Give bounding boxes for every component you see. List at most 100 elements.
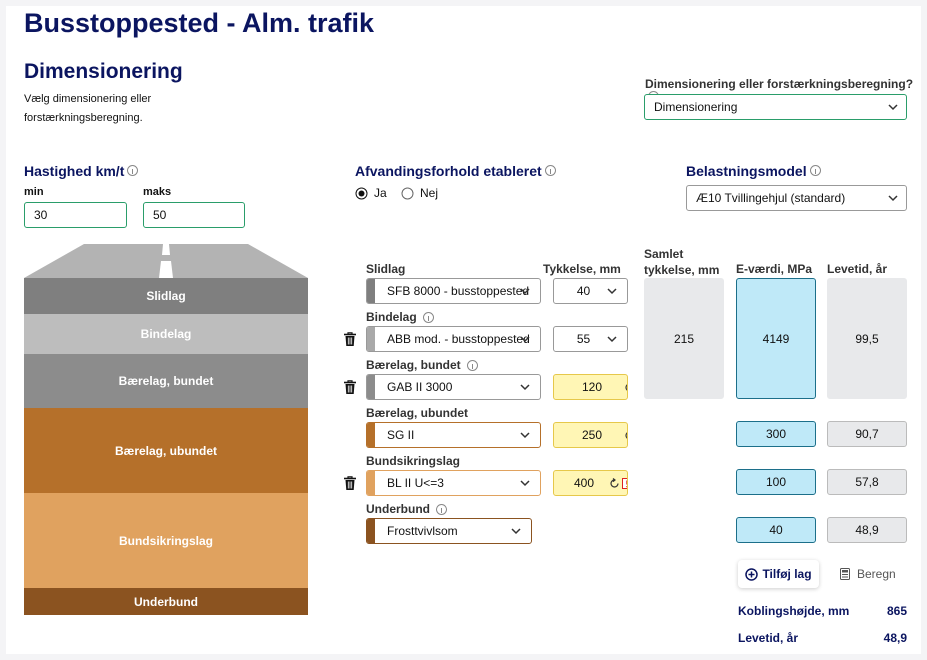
lifetime: 57,8 — [827, 469, 907, 495]
diagram-layer: Bundsikringslag — [24, 493, 308, 588]
warning-icon — [622, 478, 627, 489]
layer-label: Bærelag, ubundet — [366, 406, 468, 420]
thickness-input[interactable]: 55 — [553, 326, 628, 352]
radio-ja[interactable]: Ja — [355, 186, 387, 200]
layer-color — [367, 279, 375, 303]
chevron — [888, 104, 898, 111]
result-value: 48,9 — [883, 631, 907, 645]
chevron — [607, 288, 617, 295]
select-value: GAB II 3000 — [387, 380, 453, 394]
info-icon — [466, 359, 478, 371]
lifetime: 90,7 — [827, 421, 907, 447]
material-select[interactable]: GAB II 3000 — [366, 374, 541, 400]
label-text: Bærelag, bundet — [366, 358, 461, 372]
label-text: Bundsikringslag — [366, 454, 461, 468]
calculator-icon — [840, 568, 850, 580]
chevron — [520, 288, 530, 295]
e-value: 100 — [736, 469, 816, 495]
material-select[interactable]: ABB mod. - busstoppested — [366, 326, 541, 352]
reset-icon — [610, 478, 619, 488]
label-text: Dimensionering eller forstærkningsberegn… — [645, 77, 914, 91]
layer-color — [367, 519, 375, 543]
radio-nej[interactable]: Nej — [401, 186, 438, 200]
info-icon — [544, 165, 556, 176]
button-text: Tilføj lag — [762, 567, 812, 581]
layer-color — [367, 423, 375, 447]
material-select[interactable]: BL II U<=3 — [366, 470, 541, 496]
material-select[interactable]: SG II — [366, 422, 541, 448]
select-value: Frosttvivlsom — [387, 524, 458, 538]
select-value: SFB 8000 - busstoppested — [387, 284, 530, 298]
material-select[interactable]: SFB 8000 - busstoppested — [366, 278, 541, 304]
e-value: 300 — [736, 421, 816, 447]
plus-icon — [745, 567, 759, 581]
thickness-value: 55 — [576, 332, 591, 346]
radio-unchecked — [401, 187, 414, 199]
page-title: Busstoppested - Alm. trafik — [24, 8, 375, 38]
road-surface — [24, 244, 308, 278]
button-text: Beregn — [857, 567, 896, 581]
radio-label: Ja — [374, 186, 387, 200]
info-icon — [809, 165, 821, 176]
delete-icon[interactable] — [344, 332, 356, 346]
diagram-layer: Slidlag — [24, 278, 308, 314]
calculate-button[interactable]: Beregn — [840, 560, 896, 588]
material-select[interactable]: Frosttvivlsom — [366, 518, 532, 544]
load-label: Belastningsmodel — [686, 163, 821, 179]
delete-icon[interactable] — [344, 476, 356, 490]
diagram-layer: Underbund — [24, 588, 308, 615]
max-label: maks — [143, 186, 172, 198]
thickness-input[interactable]: 120 — [553, 374, 628, 400]
label-text: Belastningsmodel — [686, 163, 807, 179]
chevron — [888, 195, 898, 202]
thickness-input[interactable]: 40 — [553, 278, 628, 304]
info-icon — [127, 165, 139, 176]
select-value: Æ10 Tvillingehjul (standard) — [696, 191, 846, 205]
result-label: Levetid, år — [738, 631, 799, 645]
thickness-value: 120 — [582, 380, 603, 394]
speed-label: Hastighed km/t — [24, 163, 139, 179]
select-value: BL II U<=3 — [387, 476, 444, 490]
thickness-value: 250 — [582, 428, 603, 442]
label-text: Afvandingsforhold etableret — [355, 163, 542, 179]
e-value-header: E-værdi, MPa — [736, 262, 813, 276]
result-value: 865 — [886, 604, 907, 618]
delete-icon[interactable] — [344, 380, 356, 394]
thickness-input[interactable]: 250 — [553, 422, 628, 448]
thickness-value: 400 — [574, 476, 595, 490]
thickness-header: Tykkelse, mm — [543, 262, 621, 276]
layer-label: Underbund — [366, 502, 447, 516]
add-layer-button[interactable]: Tilføj lag — [738, 560, 819, 588]
select-value: ABB mod. - busstoppested — [387, 332, 530, 346]
load-select[interactable]: Æ10 Tvillingehjul (standard) — [686, 185, 907, 211]
min-input[interactable]: 30 — [24, 202, 127, 228]
select-value: SG II — [387, 428, 415, 442]
chevron — [520, 384, 530, 391]
total-thickness: 215 — [644, 278, 724, 399]
layer-color — [367, 327, 375, 351]
mode-select[interactable]: Dimensionering — [644, 94, 907, 120]
max-input[interactable]: 50 — [143, 202, 245, 228]
lifetime: 48,9 — [827, 517, 907, 543]
chevron — [511, 528, 521, 535]
label-text: Underbund — [366, 502, 430, 516]
diagram-layer: Bærelag, ubundet — [24, 408, 308, 493]
section-heading: Dimensionering — [24, 60, 183, 83]
label-text: Slidlag — [366, 262, 406, 276]
layer-label: Bærelag, bundet — [366, 358, 478, 372]
chevron — [520, 432, 530, 439]
thickness-value: 40 — [576, 284, 591, 298]
layer-label: Bundsikringslag — [366, 454, 460, 468]
diagram-layer: Bindelag — [24, 314, 308, 354]
total-header: Samlet tykkelse, mm — [644, 247, 720, 277]
lifetime-header: Levetid, år — [827, 262, 888, 276]
layer-label: Bindelag — [366, 310, 434, 324]
layer-color — [367, 471, 375, 495]
thickness-input[interactable]: 400 — [553, 470, 628, 496]
min-label: min — [24, 186, 44, 198]
layer-color — [367, 375, 375, 399]
chevron — [520, 336, 530, 343]
e-value: 40 — [736, 517, 816, 543]
radio-checked — [355, 187, 368, 199]
radio-label: Nej — [420, 186, 439, 200]
